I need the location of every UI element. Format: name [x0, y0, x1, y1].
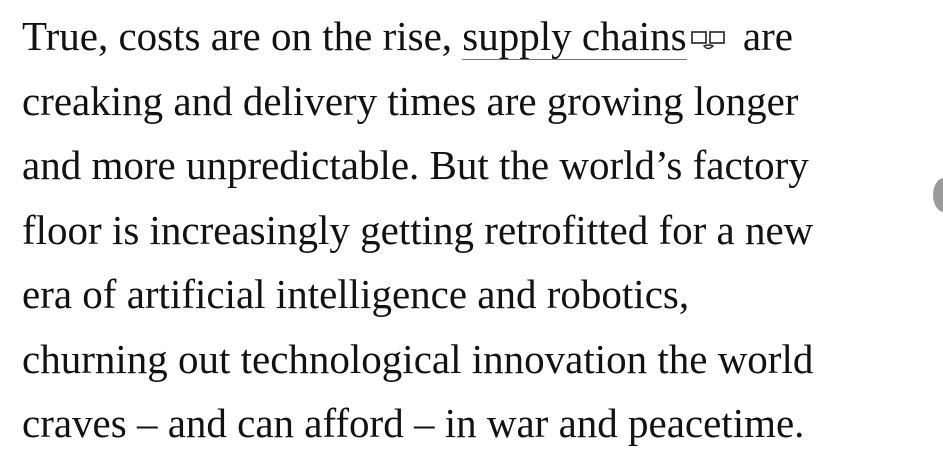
text: True, costs are on the rise,: [22, 13, 463, 59]
paragraph-line: creaking and delivery times are growing …: [22, 77, 799, 124]
paragraph-line: and more unpredictable. But the world’s …: [22, 142, 809, 188]
supply-chains-link[interactable]: supply chains: [462, 13, 687, 60]
paragraph-line: era of artificial intelligence and robot…: [22, 271, 690, 317]
scroll-handle[interactable]: [933, 178, 943, 212]
paragraph-line: churning out technological innovation th…: [22, 335, 814, 382]
paragraph-line: True, costs are on the rise, supply chai…: [22, 4, 813, 69]
glossary-icon[interactable]: [690, 29, 727, 51]
paragraph-line: craves – and can afford – in war and pea…: [22, 400, 805, 446]
article-paragraph: True, costs are on the rise, supply chai…: [22, 4, 813, 456]
text: are: [732, 13, 793, 59]
paragraph-line: floor is increasingly getting retrofitte…: [22, 206, 814, 253]
